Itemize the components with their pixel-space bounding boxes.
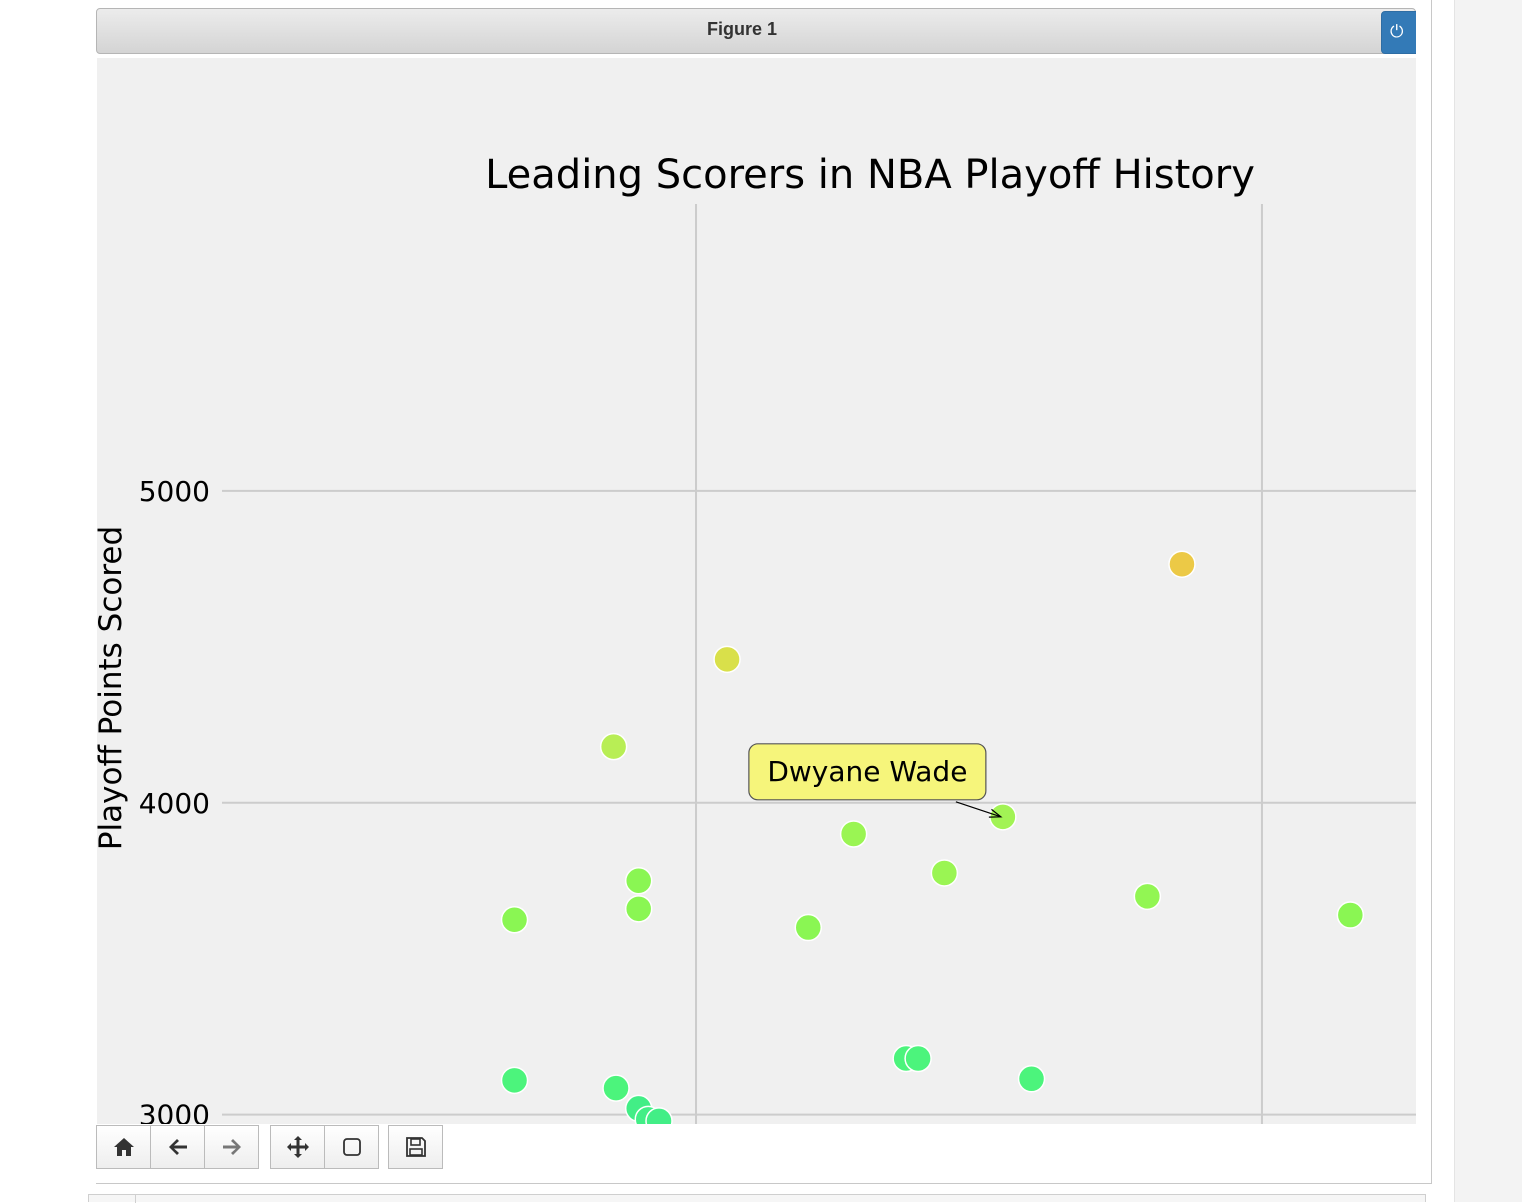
data-point <box>794 913 823 942</box>
home-icon <box>113 1138 134 1156</box>
home-button[interactable] <box>96 1125 151 1169</box>
data-point <box>624 895 653 923</box>
chart-title: Leading Scorers in NBA Playoff History <box>485 152 1255 198</box>
data-point <box>500 1066 529 1095</box>
data-point <box>624 866 653 895</box>
data-point <box>930 859 959 887</box>
move-icon <box>286 1136 309 1158</box>
figure-titlebar: Figure 1 ⏻ <box>96 8 1416 54</box>
y-tick-label: 5000 <box>139 475 210 508</box>
save-icon <box>405 1137 426 1157</box>
data-point <box>904 1044 932 1073</box>
data-point <box>1017 1065 1046 1093</box>
pan-button[interactable] <box>270 1125 325 1169</box>
figure-canvas[interactable]: 3000 4000 5000 Leading Scorers in NBA Play… <box>97 58 1416 1124</box>
forward-button[interactable] <box>204 1125 259 1169</box>
annotation-text: Dwyane Wade <box>767 755 967 788</box>
data-points <box>500 550 1365 1124</box>
data-point <box>602 1074 630 1102</box>
notebook-cell-frame <box>96 0 1432 1184</box>
annotation-box <box>748 743 987 801</box>
close-figure-button[interactable]: ⏻ <box>1381 11 1416 54</box>
annotation-arrow <box>955 801 1002 818</box>
save-button[interactable] <box>388 1125 443 1169</box>
back-button[interactable] <box>150 1125 205 1169</box>
arrow-left-icon <box>168 1139 187 1155</box>
figure-title: Figure 1 <box>706 19 777 39</box>
figure-toolbar <box>96 1125 496 1171</box>
y-tick-labels: 3000 4000 5000 <box>139 475 210 1124</box>
data-point <box>839 820 868 848</box>
y-tick-label: 3000 <box>139 1099 210 1124</box>
arrow-right-icon <box>222 1139 241 1155</box>
y-axis-label: Playoff Points Scored <box>97 526 129 850</box>
annotation: Dwyane Wade <box>748 743 1003 818</box>
annotation-arrowhead <box>988 808 1003 818</box>
grid-lines <box>222 204 1416 1124</box>
data-point <box>1168 550 1196 578</box>
data-point <box>500 905 529 934</box>
data-point <box>713 645 741 674</box>
power-icon: ⏻ <box>1390 22 1404 42</box>
data-point <box>1133 882 1162 911</box>
data-point <box>1336 901 1365 929</box>
data-point <box>599 732 628 761</box>
figure-window: Figure 1 ⏻ 3000 4000 5000 Leading Scorers … <box>96 8 1416 1182</box>
scatter-chart: 3000 4000 5000 Leading Scorers in NBA Play… <box>97 152 1416 1124</box>
zoom-button[interactable] <box>324 1125 379 1169</box>
y-tick-label: 4000 <box>139 787 210 820</box>
next-cell-edge <box>88 1194 1426 1203</box>
square-icon <box>342 1138 361 1156</box>
data-point <box>645 1107 673 1124</box>
side-panel <box>1454 0 1522 1202</box>
